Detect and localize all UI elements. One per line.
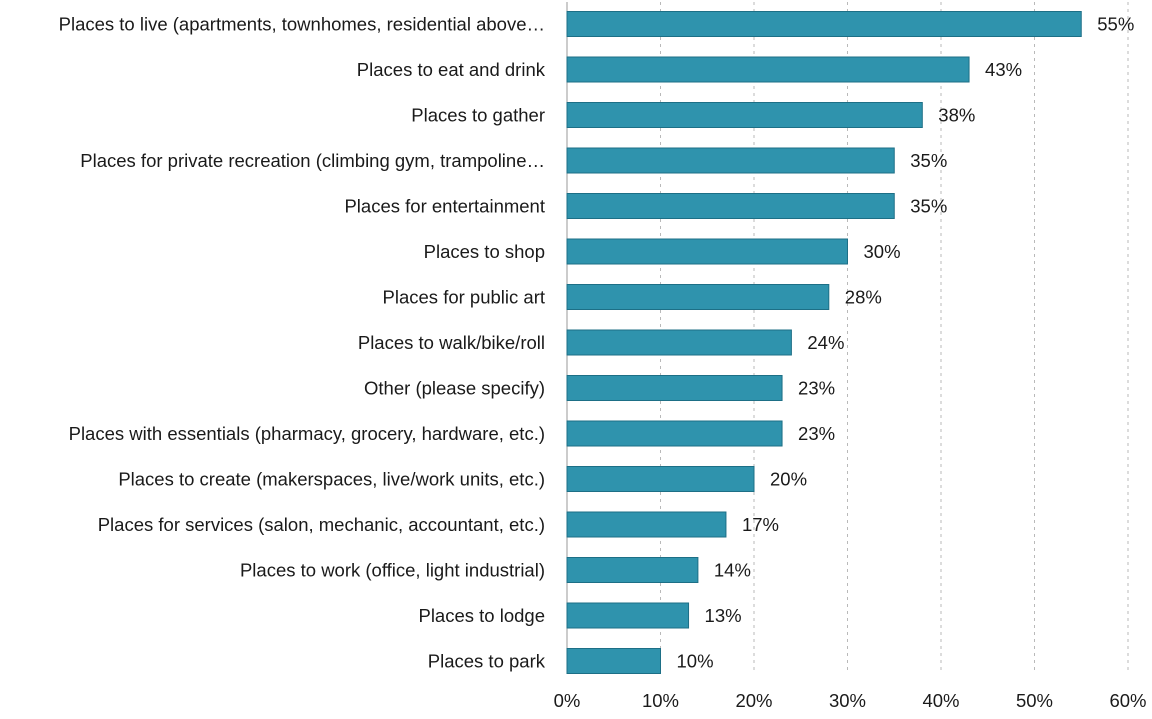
bar-0 <box>566 11 1082 37</box>
bar-1 <box>566 56 970 83</box>
category-label-12: Places to work (office, light industrial… <box>240 560 545 581</box>
x-tick-label-50: 50% <box>1016 690 1053 711</box>
bar-5 <box>566 238 848 265</box>
value-label-5: 30% <box>864 241 901 262</box>
category-label-8: Other (please specify) <box>364 378 545 399</box>
bar-2 <box>566 102 923 128</box>
category-label-13: Places to lodge <box>418 605 545 626</box>
x-tick-label-30: 30% <box>829 690 866 711</box>
bar-14 <box>566 648 661 674</box>
category-label-9: Places with essentials (pharmacy, grocer… <box>69 423 545 444</box>
bar-13 <box>566 602 690 629</box>
value-label-10: 20% <box>770 469 807 490</box>
value-label-0: 55% <box>1097 14 1134 35</box>
x-tick-label-40: 40% <box>922 690 959 711</box>
value-label-8: 23% <box>798 378 835 399</box>
value-label-3: 35% <box>910 150 947 171</box>
x-tick-label-20: 20% <box>735 690 772 711</box>
category-labels: Places to live (apartments, townhomes, r… <box>59 14 546 672</box>
bar-4 <box>566 193 895 219</box>
value-label-7: 24% <box>807 332 844 353</box>
category-label-5: Places to shop <box>424 241 545 262</box>
x-tick-label-60: 60% <box>1109 690 1146 711</box>
bars <box>566 11 1082 674</box>
value-label-12: 14% <box>714 560 751 581</box>
x-tick-label-10: 10% <box>642 690 679 711</box>
bar-7 <box>566 329 792 356</box>
category-label-7: Places to walk/bike/roll <box>358 332 545 353</box>
value-label-1: 43% <box>985 59 1022 80</box>
bar-6 <box>566 284 830 310</box>
category-label-0: Places to live (apartments, townhomes, r… <box>59 14 545 35</box>
bar-11 <box>566 511 727 538</box>
value-label-6: 28% <box>845 287 882 308</box>
bar-3 <box>566 147 895 174</box>
category-label-14: Places to park <box>428 651 546 672</box>
value-label-4: 35% <box>910 196 947 217</box>
category-label-6: Places for public art <box>383 287 545 308</box>
value-label-11: 17% <box>742 514 779 535</box>
bar-8 <box>566 375 783 401</box>
category-label-1: Places to eat and drink <box>357 59 546 80</box>
bar-10 <box>566 466 755 492</box>
value-label-9: 23% <box>798 423 835 444</box>
category-label-4: Places for entertainment <box>344 196 545 217</box>
value-label-13: 13% <box>705 605 742 626</box>
x-axis-tick-labels: 0% 10% 20% 30% 40% 50% 60% <box>554 690 1147 711</box>
value-label-2: 38% <box>938 105 975 126</box>
value-label-14: 10% <box>677 651 714 672</box>
category-label-11: Places for services (salon, mechanic, ac… <box>98 514 545 535</box>
bar-12 <box>566 557 699 583</box>
x-tick-label-0: 0% <box>554 690 581 711</box>
value-labels: 55% 43% 38% 35% 35% 30% 28% 24% 23% 23% 20% 17% 14% 1… <box>677 14 1135 672</box>
category-label-3: Places for private recreation (climbing … <box>80 150 545 171</box>
category-label-10: Places to create (makerspaces, live/work… <box>118 469 545 490</box>
bar-9 <box>566 420 783 447</box>
category-label-2: Places to gather <box>411 105 545 126</box>
